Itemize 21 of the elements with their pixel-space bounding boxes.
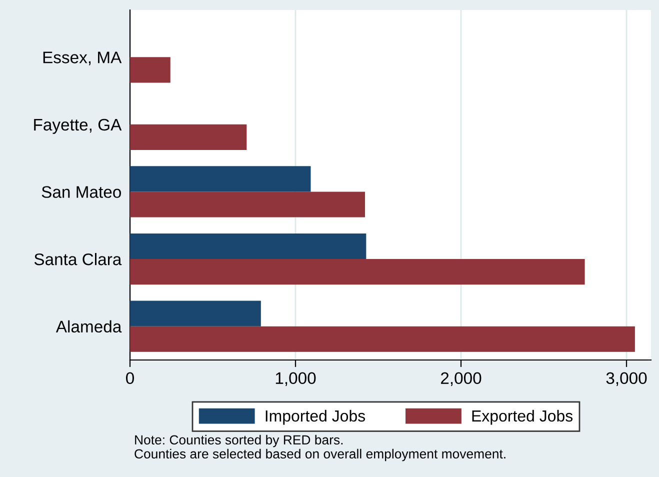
bar: [130, 233, 366, 260]
x-tick-label: 2,000: [440, 372, 482, 386]
bar: [130, 326, 635, 352]
x-tick-label: 1,000: [276, 372, 316, 386]
text: Note: Counties sorted by RED bars.: [135, 434, 343, 448]
y-tick-label: Fayette, GA: [34, 118, 122, 134]
bar: [130, 259, 585, 285]
bar: [130, 166, 311, 192]
y-tick-label: Essex, MA: [43, 52, 122, 66]
x-tick-label: 0: [126, 372, 134, 384]
x-tick-label: 3,000: [606, 372, 647, 386]
bar: [130, 124, 247, 150]
y-tick-label: Santa Clara: [34, 253, 122, 266]
text: Counties are selected based on overall employment movement.: [134, 448, 506, 462]
bar: [130, 57, 170, 83]
y-tick-label: Alameda: [56, 320, 122, 333]
bar: [130, 192, 366, 218]
legend-label: Exported Jobs: [472, 410, 573, 425]
y-tick-label: San Mateo: [42, 186, 121, 198]
bar: [130, 300, 261, 326]
legend-label: Imported Jobs: [266, 410, 366, 425]
